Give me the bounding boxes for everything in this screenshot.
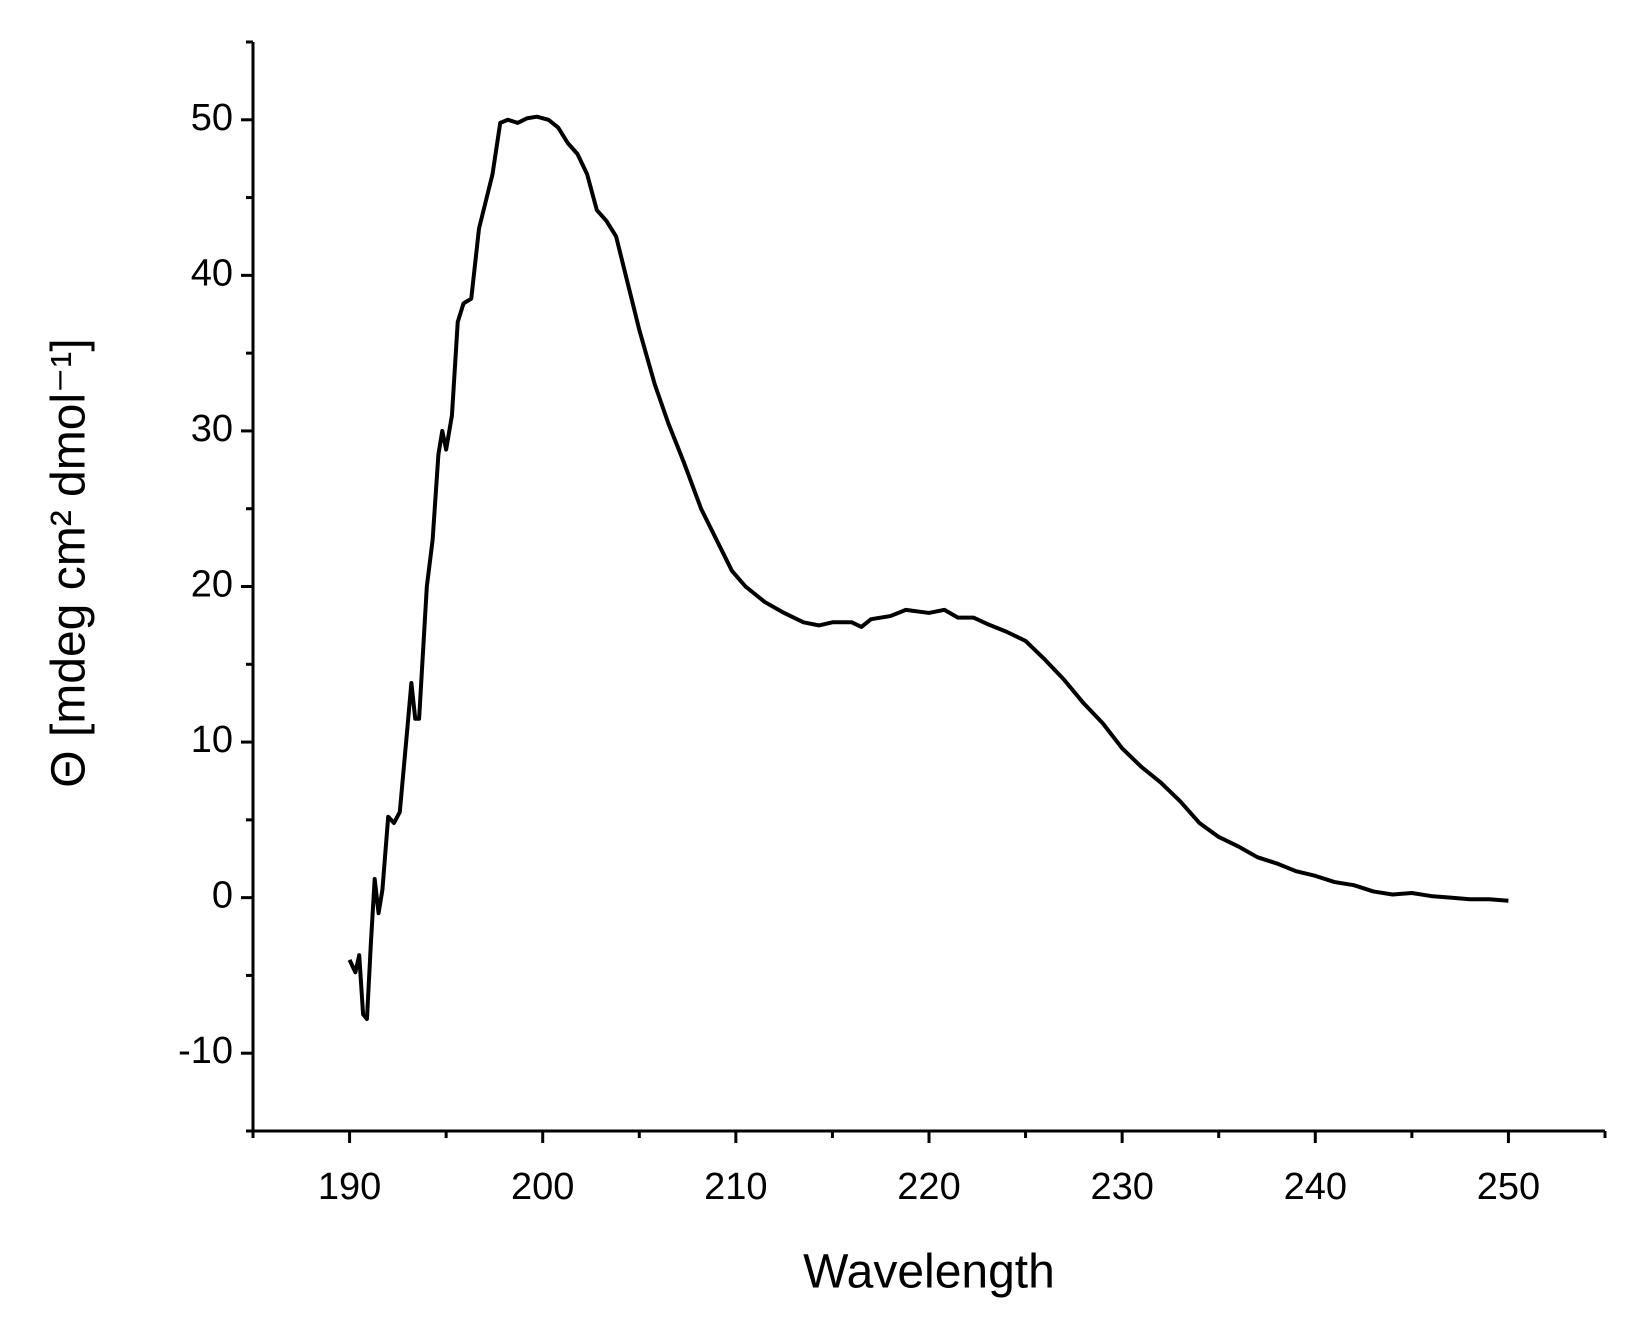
- x-tick-label: 200: [511, 1166, 574, 1208]
- y-tick-label: -10: [178, 1030, 233, 1072]
- x-axis-label: Wavelength: [803, 1246, 1055, 1299]
- y-tick-label: 20: [191, 564, 233, 606]
- y-tick-label: 30: [191, 408, 233, 450]
- x-tick-label: 220: [897, 1166, 960, 1208]
- y-axis-label: Θ [mdeg cm² dmol⁻¹]: [43, 338, 96, 787]
- x-tick-label: 230: [1090, 1166, 1153, 1208]
- x-tick-label: 190: [318, 1166, 381, 1208]
- x-tick-label: 250: [1477, 1166, 1540, 1208]
- y-tick-label: 10: [191, 719, 233, 761]
- x-tick-label: 240: [1284, 1166, 1347, 1208]
- x-tick-label: 210: [704, 1166, 767, 1208]
- data-line: [347, 114, 1509, 1021]
- y-tick-label: 40: [191, 252, 233, 294]
- y-tick-label: 0: [212, 875, 233, 917]
- y-tick-label: 50: [191, 97, 233, 139]
